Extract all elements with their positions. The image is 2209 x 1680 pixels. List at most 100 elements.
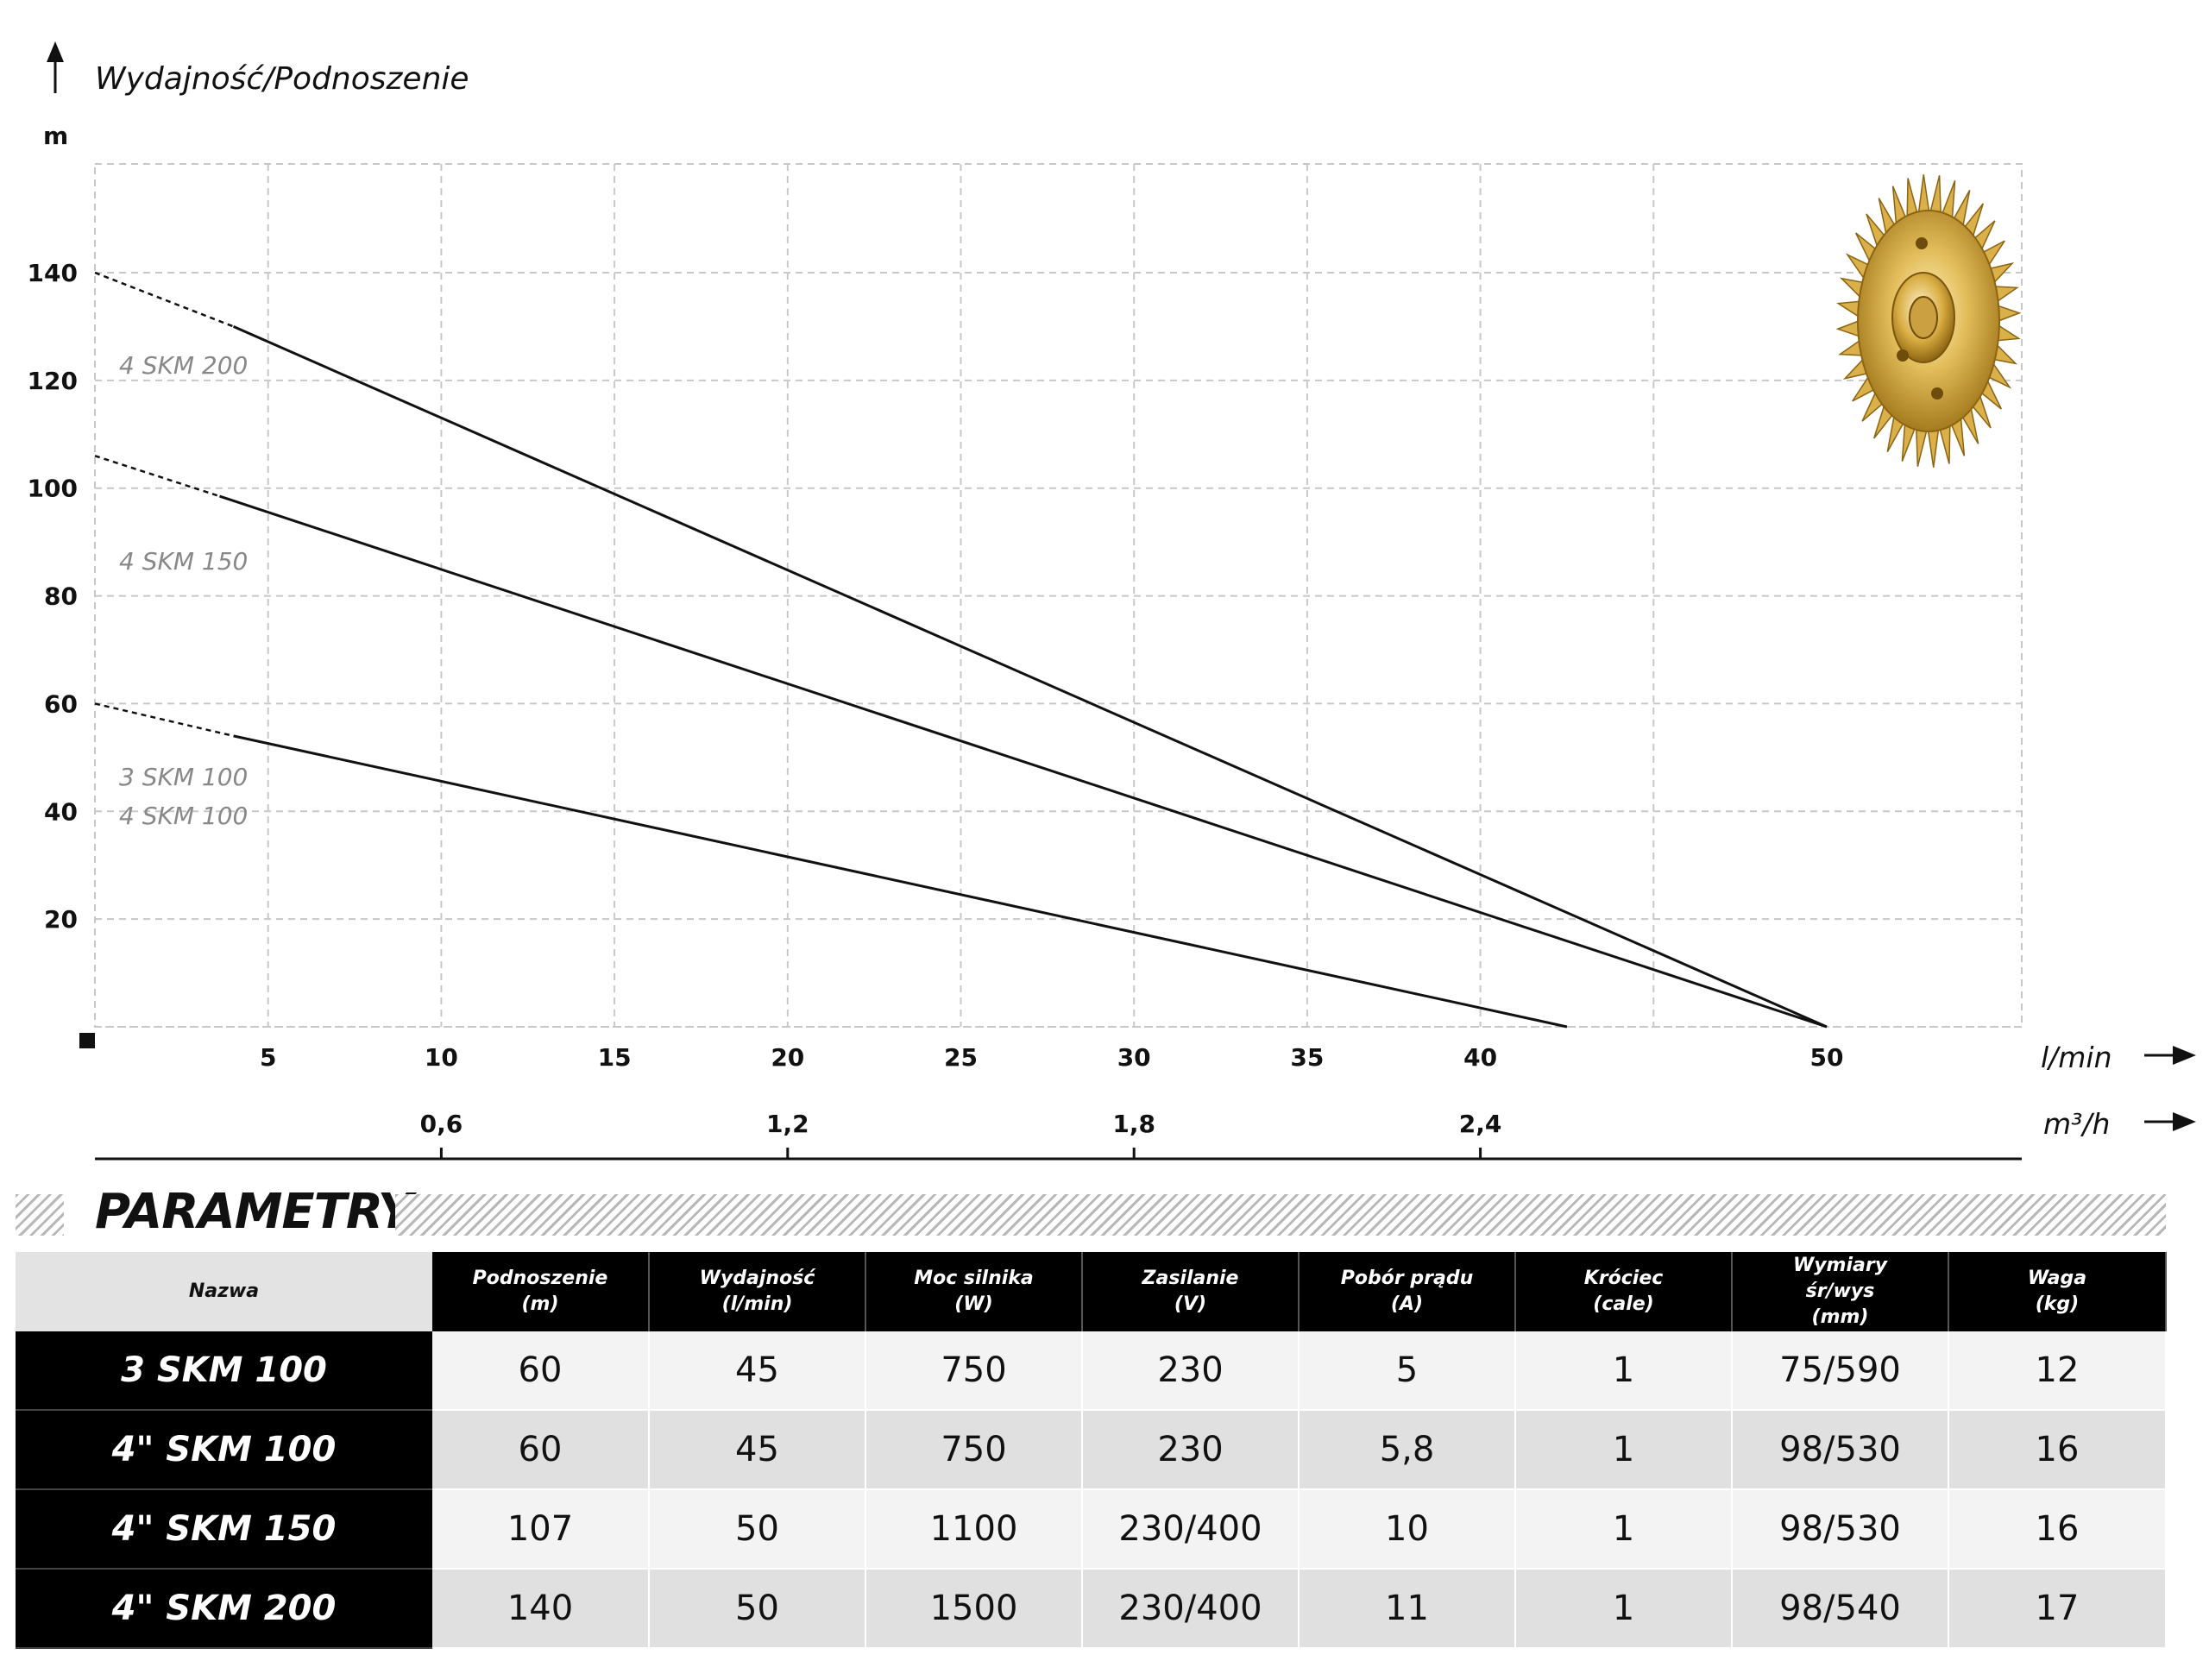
table-cell: 11 (1299, 1569, 1516, 1649)
impeller-hole (1897, 349, 1909, 362)
header-line: Nazwa (188, 1280, 260, 1302)
secondary-x-tick-label: 2,4 (1459, 1110, 1502, 1138)
table-header-cell: Nazwa (16, 1252, 432, 1331)
table-cell: 60 (432, 1331, 650, 1411)
x-tick-label: 5 (260, 1043, 276, 1072)
series-line (219, 494, 1828, 1029)
table-cell: 1 (1515, 1569, 1733, 1649)
header-line: (A) (1390, 1293, 1424, 1315)
header-line: Pobór prądu (1340, 1268, 1474, 1289)
y-tick-label: 140 (28, 259, 78, 287)
series-label: 4 SKM 100 (119, 802, 248, 830)
table-header-cell: Moc silnika (W) (865, 1252, 1083, 1331)
table-cell: 17 (1948, 1569, 2167, 1649)
table-row: 3 SKM 100 60 45 750 230 5 1 75/590 12 (16, 1331, 2167, 1411)
y-tick-label: 100 (28, 475, 78, 503)
table-header-cell: Króciec (cale) (1515, 1252, 1733, 1331)
series-line (233, 734, 1568, 1029)
x-axis-ticks: 5 10 15 20 25 30 35 40 50 (260, 1043, 1844, 1072)
brass-impeller-icon (1835, 174, 2022, 468)
header-line: (V) (1174, 1293, 1207, 1315)
series-label: 4 SKM 150 (119, 547, 248, 576)
table-header-cell: Wymiary śr/wys (mm) (1732, 1252, 1949, 1331)
pump-performance-chart: Wydajność/Podnoszenie m 20 40 60 80 100 120 14… (28, 41, 2196, 1161)
table-cell: 107 (432, 1489, 650, 1570)
x-tick-label: 35 (1290, 1043, 1324, 1072)
header-line: Podnoszenie (472, 1268, 608, 1289)
header-line: Zasilanie (1142, 1268, 1239, 1289)
series-label-extra: 3 SKM 100 (119, 763, 248, 791)
table-cell: 75/590 (1732, 1331, 1949, 1411)
table-header-cell: Pobór prądu (A) (1299, 1252, 1516, 1331)
hatch-decoration-right (395, 1194, 2166, 1236)
y-tick-label: 20 (44, 905, 78, 934)
hatch-decoration-left (16, 1194, 64, 1236)
table-header-cell: Zasilanie (V) (1082, 1252, 1300, 1331)
chart-series (94, 271, 1828, 1029)
model-name-cell: 4" SKM 200 (16, 1569, 432, 1649)
table-row: 4" SKM 200 140 50 1500 230/400 11 1 98/540 17 (16, 1569, 2167, 1649)
origin-marker (79, 1033, 95, 1048)
series-dashed-segment (94, 271, 235, 328)
model-name-cell: 3 SKM 100 (16, 1331, 432, 1411)
y-axis-title: Wydajność/Podnoszenie (95, 61, 469, 97)
header-line: (l/min) (721, 1293, 793, 1315)
table-cell: 1 (1515, 1489, 1733, 1570)
y-tick-label: 40 (44, 797, 78, 826)
header-line: Waga (2027, 1268, 2087, 1289)
grid-frame (94, 163, 2023, 1028)
x-unit-m3h-arrow-icon (2144, 1112, 2196, 1131)
table-cell: 50 (649, 1489, 866, 1570)
x-tick-label: 50 (1810, 1043, 1844, 1072)
table-body: 3 SKM 100 60 45 750 230 5 1 75/590 12 4" SKM 100 6… (16, 1331, 2167, 1649)
header-line: (mm) (1811, 1306, 1869, 1328)
table-cell: 45 (649, 1331, 866, 1411)
table-cell: 1100 (865, 1489, 1083, 1570)
table-header-cell: Wydajność (l/min) (649, 1252, 866, 1331)
x-unit-m3h: m³/h (2043, 1107, 2110, 1141)
series-dashed-segment (94, 455, 220, 498)
parameters-banner: PARAMETRY (16, 1184, 2166, 1241)
x-tick-label: 10 (425, 1043, 458, 1072)
y-tick-label: 60 (44, 689, 78, 718)
secondary-x-tick-label: 1,8 (1112, 1110, 1155, 1138)
header-line: Króciec (1583, 1268, 1664, 1289)
table-header-cell: Waga (kg) (1948, 1252, 2167, 1331)
header-line: Moc silnika (914, 1268, 1034, 1289)
parameters-table: Nazwa Podnoszenie (m) Wydajność (l/min) Moc s… (16, 1252, 2167, 1649)
table-cell: 60 (432, 1410, 650, 1490)
x-tick-label: 30 (1117, 1043, 1151, 1072)
chart-grid (94, 163, 2023, 1028)
y-tick-label: 120 (28, 367, 78, 395)
table-header-cell: Podnoszenie (m) (432, 1252, 650, 1331)
header-line: Wymiary (1792, 1255, 1888, 1276)
table-cell: 750 (865, 1331, 1083, 1411)
x-unit-lmin-arrow-icon (2144, 1046, 2196, 1065)
table-cell: 50 (649, 1569, 866, 1649)
table-cell: 140 (432, 1569, 650, 1649)
section-title: PARAMETRY (95, 1184, 412, 1240)
table-cell: 12 (1948, 1331, 2167, 1411)
table-row: 4" SKM 100 60 45 750 230 5,8 1 98/530 16 (16, 1410, 2167, 1490)
header-line: (kg) (2035, 1293, 2080, 1315)
header-line: śr/wys (1805, 1280, 1875, 1302)
secondary-x-tick-label: 0,6 (420, 1110, 463, 1138)
table-cell: 98/540 (1732, 1569, 1949, 1649)
table-cell: 230 (1082, 1331, 1300, 1411)
table-cell: 16 (1948, 1410, 2167, 1490)
secondary-x-tick-label: 1,2 (766, 1110, 809, 1138)
table-cell: 750 (865, 1410, 1083, 1490)
model-name-cell: 4" SKM 150 (16, 1489, 432, 1570)
y-axis-arrow-icon (47, 41, 64, 93)
table-cell: 1 (1515, 1410, 1733, 1490)
header-line: (cale) (1593, 1293, 1654, 1315)
table-cell: 10 (1299, 1489, 1516, 1570)
series-line (232, 325, 1828, 1029)
table-cell: 5,8 (1299, 1410, 1516, 1490)
table-cell: 230/400 (1082, 1489, 1300, 1570)
secondary-x-axis-ticks: 0,6 1,2 1,8 2,4 (420, 1110, 1502, 1159)
y-tick-label: 80 (44, 582, 78, 611)
x-tick-label: 40 (1463, 1043, 1497, 1072)
header-line: (m) (521, 1293, 559, 1315)
series-labels: 4 SKM 200 4 SKM 150 4 SKM 100 3 SKM 100 (119, 351, 248, 830)
